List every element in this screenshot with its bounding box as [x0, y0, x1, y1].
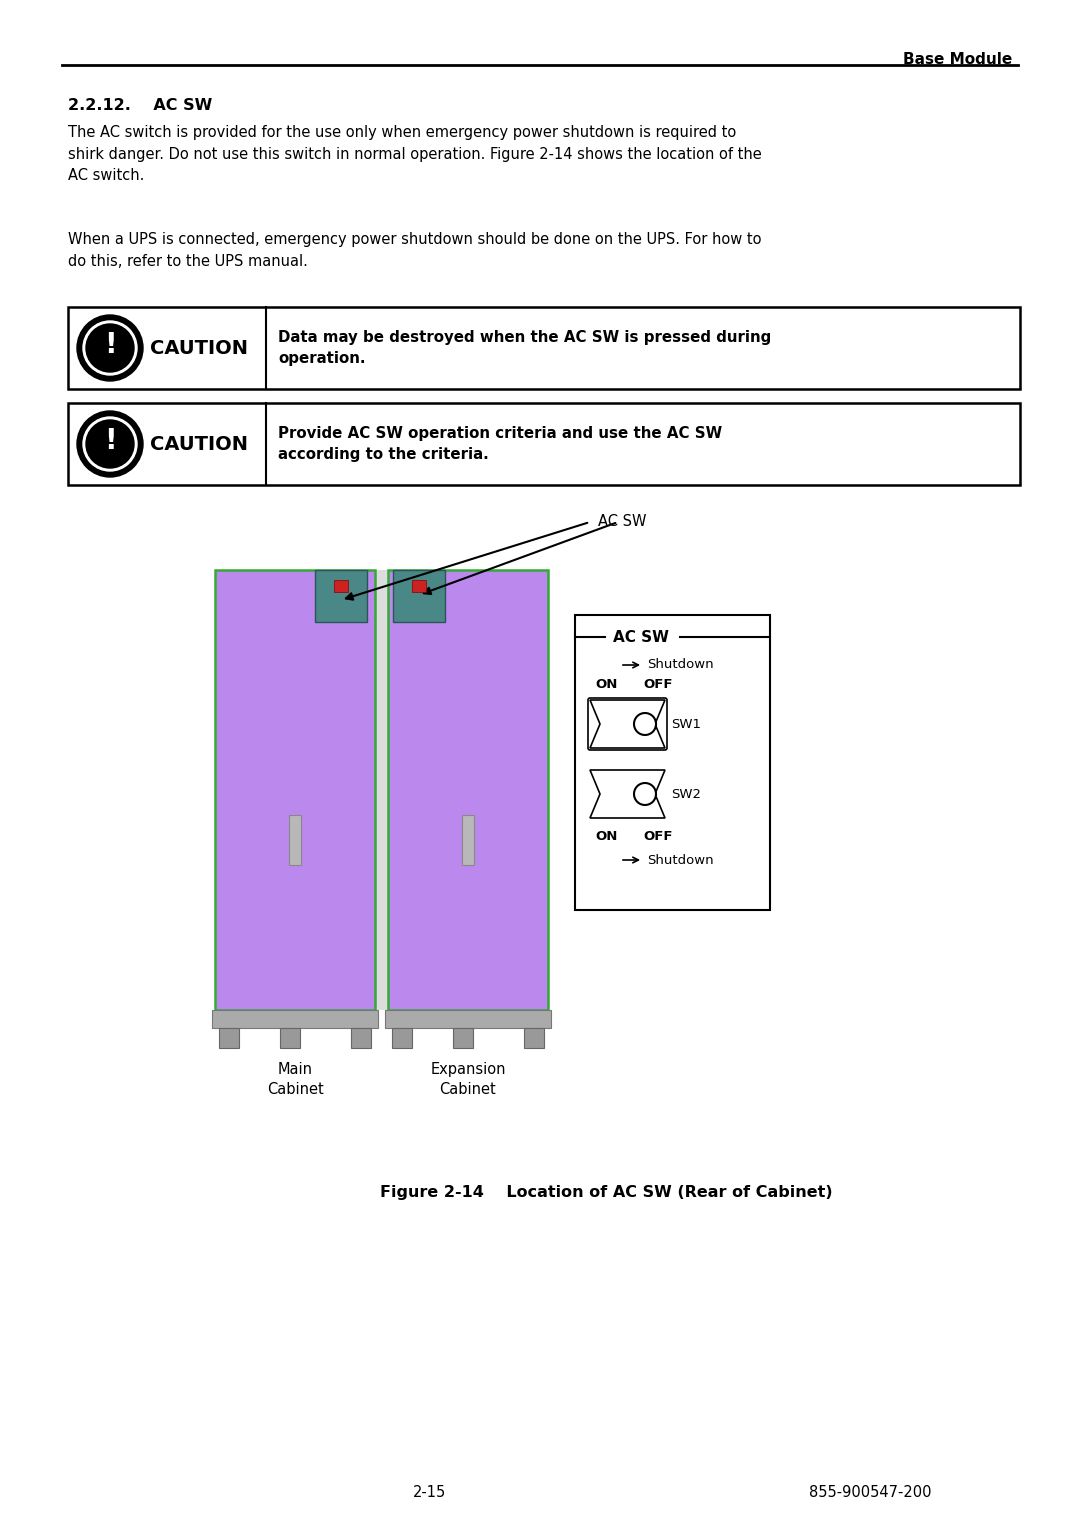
Circle shape — [77, 411, 143, 476]
Circle shape — [83, 417, 137, 470]
Text: OFF: OFF — [643, 831, 673, 843]
Bar — [411, 580, 426, 592]
Text: ON: ON — [595, 831, 618, 843]
Bar — [575, 615, 770, 910]
Text: Figure 2-14    Location of AC SW (Rear of Cabinet): Figure 2-14 Location of AC SW (Rear of C… — [380, 1185, 833, 1200]
Bar — [219, 1028, 239, 1048]
Text: AC SW: AC SW — [613, 629, 669, 644]
Text: Provide AC SW operation criteria and use the AC SW
according to the criteria.: Provide AC SW operation criteria and use… — [278, 426, 723, 463]
Circle shape — [86, 324, 134, 373]
Bar — [524, 1028, 544, 1048]
Bar — [392, 1028, 411, 1048]
Bar — [388, 570, 548, 1009]
Text: OFF: OFF — [643, 678, 673, 692]
Bar — [315, 570, 367, 621]
Text: 2.2.12.    AC SW: 2.2.12. AC SW — [68, 98, 213, 113]
Text: Base Module: Base Module — [903, 52, 1012, 67]
Bar — [462, 815, 474, 864]
Circle shape — [634, 713, 656, 734]
Text: CAUTION: CAUTION — [150, 339, 248, 357]
Circle shape — [77, 315, 143, 382]
Bar — [384, 1009, 551, 1028]
Circle shape — [634, 783, 656, 805]
Text: Shutdown: Shutdown — [647, 854, 714, 866]
Text: !: ! — [104, 428, 117, 455]
Text: CAUTION: CAUTION — [150, 435, 248, 454]
Text: Main
Cabinet: Main Cabinet — [267, 1061, 323, 1096]
Bar — [280, 1028, 300, 1048]
Bar — [289, 815, 301, 864]
Text: Shutdown: Shutdown — [647, 658, 714, 672]
Polygon shape — [590, 770, 665, 818]
Text: When a UPS is connected, emergency power shutdown should be done on the UPS. For: When a UPS is connected, emergency power… — [68, 232, 761, 269]
Bar — [375, 570, 388, 1009]
Bar — [453, 1028, 473, 1048]
Text: Expansion
Cabinet: Expansion Cabinet — [430, 1061, 505, 1096]
Text: SW1: SW1 — [671, 718, 701, 730]
Bar — [212, 1009, 378, 1028]
Circle shape — [83, 321, 137, 376]
Bar — [215, 570, 375, 1009]
Text: SW2: SW2 — [671, 788, 701, 800]
Text: 855-900547-200: 855-900547-200 — [809, 1484, 931, 1500]
Text: AC SW: AC SW — [598, 515, 647, 530]
Bar — [393, 570, 445, 621]
Polygon shape — [590, 699, 665, 748]
Bar — [68, 403, 1020, 486]
Bar — [334, 580, 348, 592]
Text: !: ! — [104, 331, 117, 359]
Text: Data may be destroyed when the AC SW is pressed during
operation.: Data may be destroyed when the AC SW is … — [278, 330, 771, 366]
Bar — [351, 1028, 372, 1048]
Text: 2-15: 2-15 — [414, 1484, 447, 1500]
Text: ON: ON — [595, 678, 618, 692]
Bar — [68, 307, 1020, 389]
FancyBboxPatch shape — [588, 698, 667, 750]
Circle shape — [86, 420, 134, 467]
Text: The AC switch is provided for the use only when emergency power shutdown is requ: The AC switch is provided for the use on… — [68, 125, 761, 183]
